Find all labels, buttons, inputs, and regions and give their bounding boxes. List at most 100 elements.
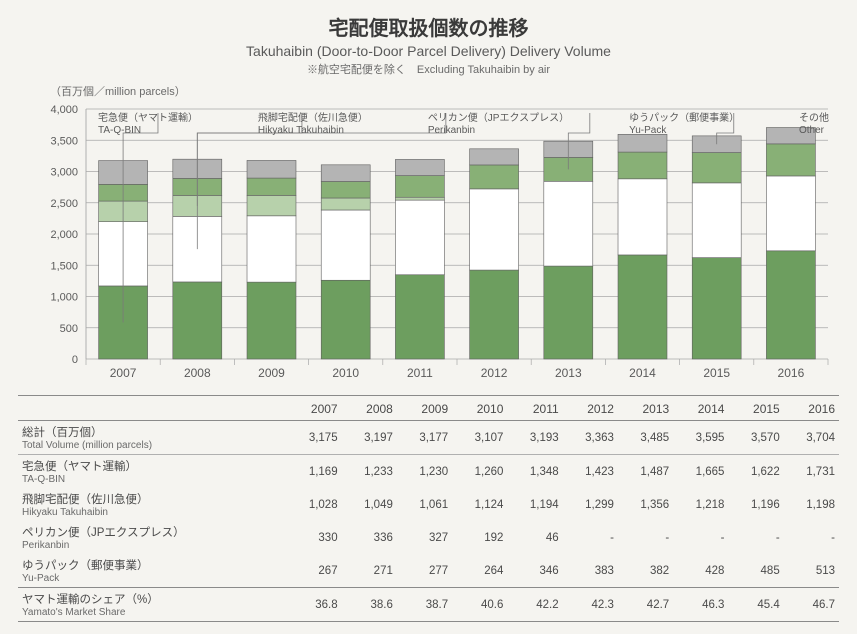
cell-perikanbin-2015: - — [728, 521, 783, 554]
units-label: （百万個／million parcels） — [50, 83, 839, 99]
svg-text:2008: 2008 — [184, 366, 211, 380]
bar-ta_q_bin-2010 — [321, 280, 370, 359]
cell-yu_pack-2012: 383 — [563, 554, 618, 588]
svg-text:2,000: 2,000 — [50, 229, 78, 241]
cell-ta_q_bin-2015: 1,622 — [728, 455, 783, 489]
cell-share-2010: 40.6 — [452, 588, 507, 622]
col-2008: 2008 — [342, 396, 397, 421]
svg-text:2009: 2009 — [258, 366, 285, 380]
bar-other-2009 — [247, 160, 296, 178]
bar-hikyaku-2014 — [618, 179, 667, 255]
cell-hikyaku-2007: 1,028 — [286, 488, 341, 521]
bar-ta_q_bin-2013 — [544, 266, 593, 359]
cell-share-2012: 42.3 — [563, 588, 618, 622]
row-label-share: ヤマト運輸のシェア（%）Yamato's Market Share — [18, 588, 286, 622]
title-en: Takuhaibin (Door-to-Door Parcel Delivery… — [18, 43, 839, 59]
col-2015: 2015 — [728, 396, 783, 421]
bar-ta_q_bin-2008 — [173, 282, 222, 359]
cell-yu_pack-2015: 485 — [728, 554, 783, 588]
col-2016: 2016 — [784, 396, 839, 421]
bar-perikanbin-2010 — [321, 198, 370, 210]
bar-hikyaku-2011 — [395, 200, 444, 275]
subtitle: ※航空宅配便を除く Excluding Takuhaibin by air — [18, 61, 839, 77]
data-table: 2007200820092010201120122013201420152016… — [18, 395, 839, 622]
bar-perikanbin-2011 — [395, 197, 444, 200]
cell-ta_q_bin-2014: 1,665 — [673, 455, 728, 489]
svg-text:2,500: 2,500 — [50, 198, 78, 210]
cell-yu_pack-2010: 264 — [452, 554, 507, 588]
cell-perikanbin-2008: 336 — [342, 521, 397, 554]
cell-total-2011: 3,193 — [507, 421, 562, 455]
cell-perikanbin-2013: - — [618, 521, 673, 554]
cell-total-2009: 3,177 — [397, 421, 452, 455]
bar-perikanbin-2009 — [247, 195, 296, 215]
svg-text:2012: 2012 — [481, 366, 508, 380]
cell-yu_pack-2009: 277 — [397, 554, 452, 588]
svg-text:2011: 2011 — [407, 366, 433, 380]
cell-total-2016: 3,704 — [784, 421, 839, 455]
cell-total-2015: 3,570 — [728, 421, 783, 455]
svg-text:1,000: 1,000 — [50, 292, 78, 304]
col-2014: 2014 — [673, 396, 728, 421]
bar-hikyaku-2009 — [247, 216, 296, 282]
svg-text:2014: 2014 — [629, 366, 656, 380]
bar-ta_q_bin-2016 — [766, 251, 815, 359]
cell-share-2009: 38.7 — [397, 588, 452, 622]
svg-text:3,500: 3,500 — [50, 135, 78, 147]
bar-yu_pack-2010 — [321, 182, 370, 199]
cell-total-2008: 3,197 — [342, 421, 397, 455]
cell-ta_q_bin-2010: 1,260 — [452, 455, 507, 489]
svg-text:2010: 2010 — [332, 366, 359, 380]
row-label-perikanbin: ペリカン便（JPエクスプレス）Perikanbin — [18, 521, 286, 554]
cell-ta_q_bin-2009: 1,230 — [397, 455, 452, 489]
title-jp: 宅配便取扱個数の推移 — [18, 12, 839, 41]
cell-yu_pack-2016: 513 — [784, 554, 839, 588]
cell-total-2013: 3,485 — [618, 421, 673, 455]
row-label-hikyaku: 飛脚宅配便（佐川急便）Hikyaku Takuhaibin — [18, 488, 286, 521]
row-label-ta_q_bin: 宅急便（ヤマト運輸）TA-Q-BIN — [18, 455, 286, 489]
cell-total-2012: 3,363 — [563, 421, 618, 455]
cell-perikanbin-2010: 192 — [452, 521, 507, 554]
cell-ta_q_bin-2007: 1,169 — [286, 455, 341, 489]
cell-hikyaku-2008: 1,049 — [342, 488, 397, 521]
cell-hikyaku-2012: 1,299 — [563, 488, 618, 521]
cell-perikanbin-2012: - — [563, 521, 618, 554]
bar-hikyaku-2015 — [692, 183, 741, 258]
bar-hikyaku-2012 — [470, 189, 519, 270]
cell-hikyaku-2016: 1,198 — [784, 488, 839, 521]
stacked-bar-chart: 05001,0001,5002,0002,5003,0003,5004,0002… — [18, 101, 838, 391]
bar-other-2010 — [321, 165, 370, 182]
cell-hikyaku-2013: 1,356 — [618, 488, 673, 521]
bar-other-2012 — [470, 149, 519, 165]
cell-perikanbin-2011: 46 — [507, 521, 562, 554]
cell-yu_pack-2007: 267 — [286, 554, 341, 588]
cell-hikyaku-2015: 1,196 — [728, 488, 783, 521]
row-label-total: 総計（百万個）Total Volume (million parcels) — [18, 421, 286, 455]
col-2011: 2011 — [507, 396, 562, 421]
svg-text:4,000: 4,000 — [50, 104, 78, 116]
col-2007: 2007 — [286, 396, 341, 421]
cell-ta_q_bin-2013: 1,487 — [618, 455, 673, 489]
bar-other-2016 — [766, 128, 815, 144]
cell-hikyaku-2009: 1,061 — [397, 488, 452, 521]
bar-yu_pack-2012 — [470, 165, 519, 189]
bar-ta_q_bin-2012 — [470, 270, 519, 359]
svg-text:1,500: 1,500 — [50, 260, 78, 272]
cell-share-2016: 46.7 — [784, 588, 839, 622]
bar-yu_pack-2011 — [395, 176, 444, 198]
cell-share-2015: 45.4 — [728, 588, 783, 622]
bar-ta_q_bin-2009 — [247, 282, 296, 359]
cell-ta_q_bin-2011: 1,348 — [507, 455, 562, 489]
cell-share-2014: 46.3 — [673, 588, 728, 622]
bar-hikyaku-2016 — [766, 176, 815, 251]
bar-other-2011 — [395, 159, 444, 175]
bar-yu_pack-2015 — [692, 153, 741, 183]
col-2010: 2010 — [452, 396, 507, 421]
bar-yu_pack-2009 — [247, 178, 296, 195]
cell-ta_q_bin-2012: 1,423 — [563, 455, 618, 489]
col-2013: 2013 — [618, 396, 673, 421]
bar-ta_q_bin-2014 — [618, 255, 667, 359]
cell-hikyaku-2011: 1,194 — [507, 488, 562, 521]
cell-perikanbin-2014: - — [673, 521, 728, 554]
bar-hikyaku-2010 — [321, 210, 370, 280]
